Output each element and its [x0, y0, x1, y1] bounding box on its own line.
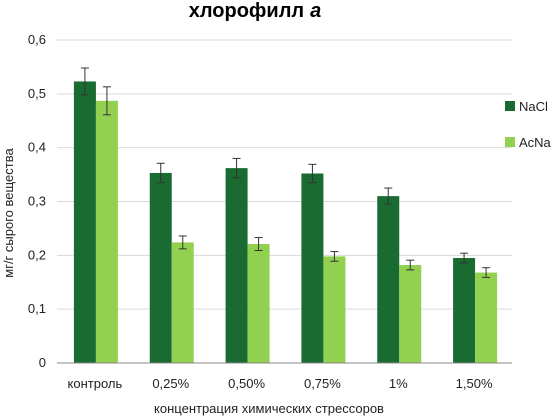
errors-layer — [80, 67, 491, 278]
bar — [225, 168, 248, 363]
y-tick-label: 0,2 — [28, 247, 46, 262]
bars-layer — [73, 81, 498, 364]
bar — [399, 265, 422, 363]
chart-title-text: хлорофилл — [189, 0, 304, 22]
y-tick-label: 0,5 — [28, 86, 46, 101]
bar — [73, 81, 96, 364]
x-tick-label: 1,50% — [456, 376, 493, 391]
legend-label: AcNa — [519, 135, 552, 150]
bar — [171, 242, 194, 363]
chart-title: хлорофилл a — [189, 0, 322, 22]
legend-swatch — [505, 101, 515, 111]
bar — [453, 258, 476, 363]
y-tick-label: 0,1 — [28, 301, 46, 316]
legend-layer: NaCl AcNa — [505, 99, 552, 150]
y-axis-label: мг/г сырого вещества — [1, 148, 16, 278]
legend-label: NaCl — [519, 99, 548, 114]
grid-layer — [57, 39, 512, 310]
axis-layer: 0 0,1 0,2 0,3 0,4 0,5 0,6 контроль 0,25% 0,50% 0,7… — [28, 32, 512, 391]
bar — [301, 173, 324, 363]
chart-title-suffix: a — [310, 0, 321, 22]
x-tick-label: контроль — [68, 376, 123, 391]
legend-swatch — [505, 137, 515, 147]
bar — [247, 244, 270, 363]
y-tick-label: 0 — [39, 355, 46, 370]
x-tick-label: 0,25% — [152, 376, 189, 391]
y-tick-label: 0,4 — [28, 140, 46, 155]
bar — [95, 100, 118, 363]
x-tick-label: 1% — [389, 376, 408, 391]
bar — [149, 172, 172, 363]
y-tick-label: 0,3 — [28, 194, 46, 209]
y-tick-label: 0,6 — [28, 32, 46, 47]
bar — [475, 272, 498, 363]
bar — [323, 256, 346, 363]
x-tick-label: 0,75% — [304, 376, 341, 391]
x-axis-label: концентрация химических стрессоров — [154, 401, 384, 416]
x-tick-label: 0,50% — [228, 376, 265, 391]
bar — [377, 196, 400, 363]
